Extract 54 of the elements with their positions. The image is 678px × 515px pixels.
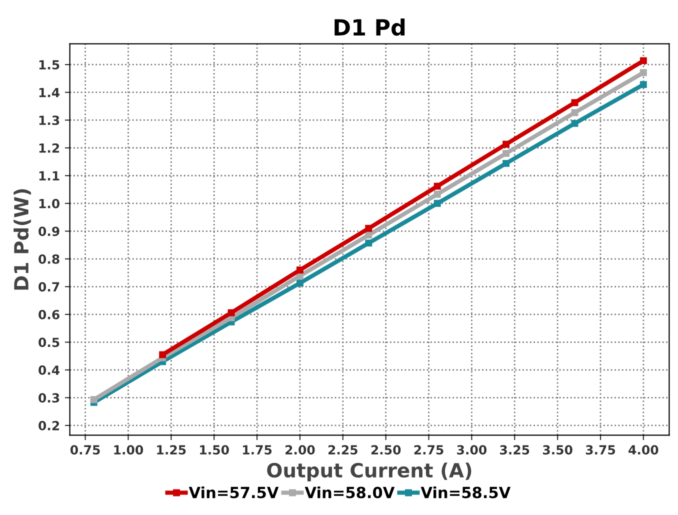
y-tick-label: 1.4 [39, 88, 60, 98]
y-tick-label: 0.3 [38, 393, 60, 403]
legend-label: Vin=58.5V [420, 486, 511, 498]
y-tick-label: 0.9 [38, 226, 60, 236]
chart-title: D1 Pd [334, 18, 405, 36]
y-tick-label: 0.2 [38, 420, 60, 430]
x-tick-label: 1.75 [243, 445, 272, 455]
y-axis-title: D1 Pd(W) [14, 189, 31, 290]
x-tick-label: 0.75 [70, 445, 100, 455]
y-tick-label: 0.5 [38, 338, 60, 348]
y-tick-label: 0.4 [38, 365, 60, 375]
x-tick-label: 4.00 [628, 445, 658, 455]
point [296, 266, 304, 274]
y-tick-label: 0.8 [38, 254, 60, 264]
x-tick-label: 1.50 [200, 445, 229, 455]
y-tick-label: 1.1 [39, 171, 60, 180]
point [434, 190, 441, 198]
y-tick-label: 1.0 [39, 198, 60, 208]
y-tick-label: 0.7 [38, 282, 60, 292]
x-tick-label: 2.50 [371, 445, 401, 455]
x-tick-label: 2.75 [414, 445, 444, 455]
point [159, 351, 166, 358]
point [571, 120, 578, 127]
point [365, 232, 372, 239]
point [502, 150, 510, 157]
x-tick-label: 2.25 [328, 445, 358, 455]
point [296, 280, 304, 287]
x-tick-label: 3.25 [500, 445, 530, 455]
y-tick-label: 0.6 [38, 310, 60, 320]
point [90, 396, 98, 404]
point [640, 81, 647, 88]
x-tick-label: 2.00 [286, 445, 315, 455]
point [502, 160, 510, 167]
point [434, 200, 441, 207]
point [640, 57, 647, 64]
point [365, 224, 372, 232]
legend-label: Vin=58.0V [304, 486, 395, 498]
point [640, 69, 647, 76]
legend-label: Vin=57.5V [188, 486, 279, 498]
point [571, 109, 578, 116]
point [502, 140, 510, 148]
x-axis-title: Output Current (A) [267, 462, 472, 482]
point [434, 182, 441, 190]
y-tick-label: 1.3 [39, 116, 60, 126]
point [228, 309, 235, 316]
point [571, 99, 578, 106]
x-tick-label: 3.75 [586, 445, 616, 455]
x-tick-label: 3.50 [542, 445, 572, 455]
x-tick-label: 1.25 [157, 445, 186, 455]
x-tick-label: 3.00 [457, 445, 487, 455]
y-tick-label: 1.2 [39, 143, 60, 153]
x-tick-label: 1.00 [114, 445, 144, 455]
y-tick-label: 1.5 [39, 60, 60, 70]
point [365, 240, 372, 247]
